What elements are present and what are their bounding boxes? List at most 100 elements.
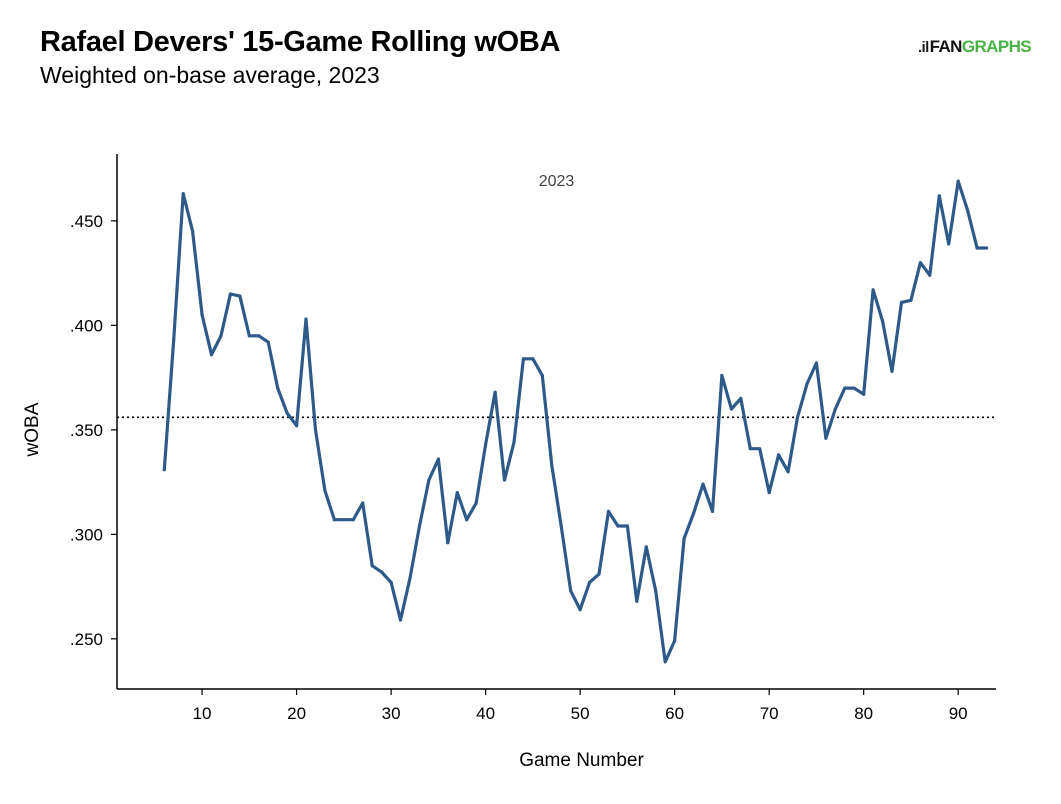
axes: .250 .300 .350 .400 .450 10 20 30 40 50 60 70 80 90 (70, 154, 996, 723)
data-point (398, 618, 403, 622)
data-point (739, 396, 743, 401)
data-point (455, 491, 459, 495)
data-point (465, 518, 469, 522)
x-tick-label: 60 (665, 704, 684, 723)
data-point (899, 300, 904, 304)
data-point (191, 229, 195, 233)
data-point (852, 386, 856, 390)
data-point (881, 319, 885, 323)
data-point (814, 361, 819, 365)
x-tick-label: 70 (760, 704, 779, 723)
data-point (172, 338, 176, 342)
data-point (625, 524, 630, 528)
data-point (295, 424, 299, 428)
data-point (654, 589, 658, 593)
data-point (616, 524, 620, 528)
data-point (909, 298, 913, 302)
data-point (304, 317, 308, 321)
data-point (238, 294, 242, 298)
chart-title: Rafael Devers' 15-Game Rolling wOBA (40, 26, 561, 58)
panel-label: 2023 (539, 173, 575, 190)
data-point (228, 292, 232, 296)
data-point (370, 564, 374, 568)
data-point (635, 599, 639, 603)
data-point (729, 407, 734, 411)
data-point (493, 390, 497, 394)
data-point (720, 373, 724, 378)
data-point (673, 639, 677, 643)
x-tick-label: 40 (476, 704, 495, 723)
data-point (890, 369, 894, 373)
data-point (947, 242, 951, 246)
data-point (257, 334, 261, 338)
x-tick-label: 90 (949, 704, 968, 723)
data-point (531, 357, 535, 361)
logo-text-fan: FAN (929, 37, 963, 56)
data-point (417, 524, 422, 528)
data-point (805, 382, 809, 386)
data-point (512, 440, 516, 444)
y-tick-label: .400 (70, 316, 103, 335)
data-point (540, 373, 544, 378)
data-point (937, 194, 941, 198)
data-point (862, 392, 866, 396)
data-point (389, 580, 393, 585)
data-point (569, 589, 573, 593)
y-tick-label: .300 (70, 525, 103, 544)
data-point (795, 415, 800, 419)
data-point (833, 407, 837, 411)
data-point (502, 478, 507, 482)
data-point (606, 509, 611, 513)
data-point (663, 660, 667, 664)
data-point (313, 428, 318, 432)
data-point (323, 488, 327, 493)
y-tick-label: .250 (70, 630, 103, 649)
data-point (918, 261, 923, 265)
data-point (758, 447, 762, 451)
fangraphs-logo: .ilFANGRAPHS (917, 37, 1032, 57)
x-tick-label: 20 (287, 704, 306, 723)
data-point (767, 491, 771, 495)
data-point (436, 457, 440, 461)
data-point (777, 453, 781, 457)
data-point (484, 442, 488, 447)
data-point (597, 572, 601, 576)
data-point (219, 334, 223, 338)
y-axis-title: wOBA (22, 402, 43, 457)
data-point (380, 570, 384, 574)
data-point (966, 208, 970, 212)
data-point (559, 524, 563, 528)
data-point (181, 192, 185, 196)
data-point (200, 313, 204, 317)
data-point (162, 468, 166, 472)
data-point (408, 576, 412, 580)
data-point (843, 386, 847, 390)
data-point (824, 436, 828, 440)
data-point (247, 334, 251, 338)
data-point (446, 541, 450, 545)
data-point (682, 536, 686, 541)
data-point (984, 246, 989, 250)
data-point (956, 179, 960, 183)
x-axis-title: Game Number (519, 750, 644, 771)
data-point (710, 509, 715, 513)
data-point (332, 518, 336, 522)
data-point (644, 545, 648, 549)
data-point (427, 478, 431, 482)
logo-mark: .il (917, 39, 929, 56)
logo-text-graphs: GRAPHS (961, 37, 1032, 56)
chart-marks (117, 179, 996, 664)
chart-subtitle: Weighted on-base average, 2023 (40, 62, 380, 88)
data-point (266, 340, 270, 344)
data-point (361, 501, 365, 505)
data-point (748, 447, 752, 451)
x-tick-label: 80 (854, 704, 873, 723)
data-point (871, 288, 875, 292)
data-point (786, 470, 790, 474)
data-point (285, 411, 289, 415)
data-point (209, 353, 214, 357)
data-point (975, 246, 979, 250)
y-tick-label: .350 (70, 421, 103, 440)
data-point (521, 357, 526, 361)
